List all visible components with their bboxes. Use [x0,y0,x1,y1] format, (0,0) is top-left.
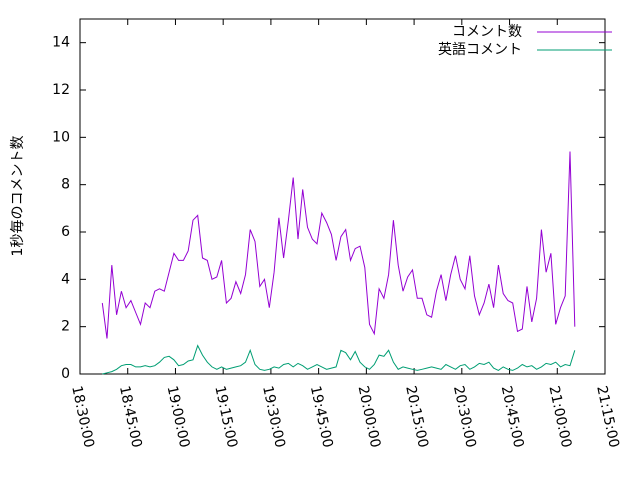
plot-border [79,18,606,375]
x-tick-label: 18:45:00 [116,384,145,449]
x-tick-label: 19:15:00 [211,384,240,449]
x-tick-label: 19:45:00 [307,384,336,449]
x-tick-label: 18:30:00 [68,384,97,449]
x-tick-label: 21:15:00 [593,384,622,449]
y-tick-label: 6 [61,224,70,240]
y-tick-label: 8 [61,177,70,193]
x-tick-label: 20:15:00 [402,384,431,449]
x-tick-label: 20:30:00 [450,384,479,449]
series-line [102,344,576,375]
x-tick-label: 20:45:00 [498,384,527,449]
y-tick-label: 0 [61,366,70,382]
y-tick-label: 2 [61,319,70,335]
y-tick-label: 12 [52,82,70,98]
y-axis-label: 1秒毎のコメント数 [10,136,26,257]
legend-label: 英語コメント [438,41,522,58]
y-tick-label: 4 [61,271,70,287]
x-tick-label: 20:00:00 [355,384,384,449]
x-tick-label: 21:00:00 [545,384,574,449]
x-tick-label: 19:30:00 [259,384,288,449]
x-tick-label: 19:00:00 [164,384,193,449]
legend-label: コメント数 [452,24,522,40]
series-line [101,151,576,339]
y-tick-label: 14 [52,35,70,51]
y-tick-label: 10 [52,129,70,145]
